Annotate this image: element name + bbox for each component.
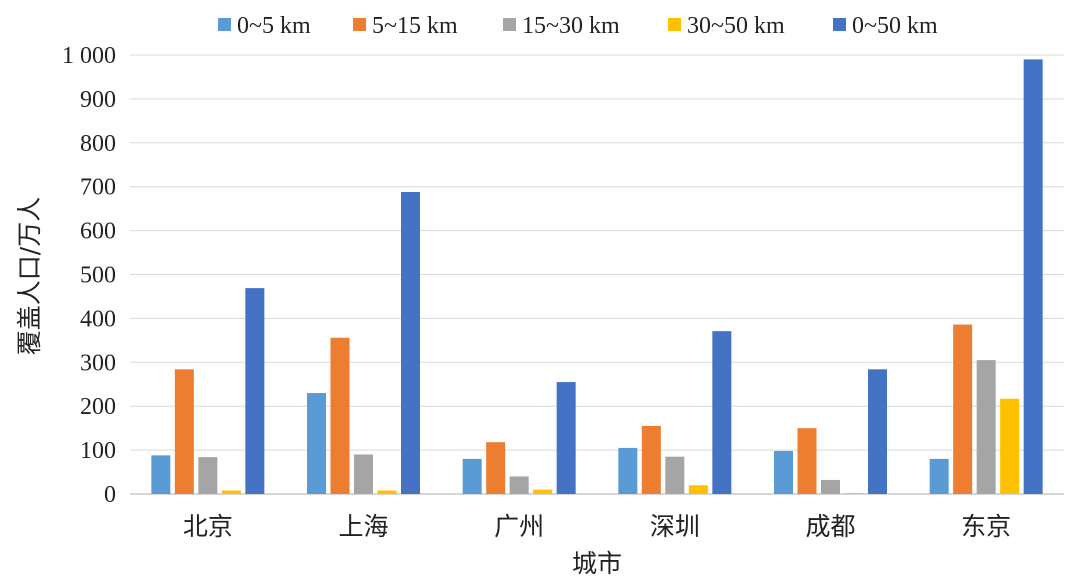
x-tick-label: 成都 xyxy=(805,512,855,541)
legend-label: 5~15 km xyxy=(372,13,458,39)
y-tick-label: 700 xyxy=(80,175,116,201)
y-tick-label: 400 xyxy=(80,306,116,332)
x-axis-ticks: 北京 上海 广州 深圳 成都 东京 xyxy=(183,512,1011,541)
x-tick-label: 上海 xyxy=(338,512,388,541)
bar xyxy=(929,458,949,494)
y-tick-label: 300 xyxy=(80,350,116,376)
bar xyxy=(797,428,817,494)
gridlines xyxy=(130,54,1064,495)
bar xyxy=(665,456,685,494)
bar xyxy=(844,493,864,494)
y-axis-title: 覆盖人口/万人 xyxy=(15,197,44,355)
x-axis-title: 城市 xyxy=(572,549,622,578)
bar xyxy=(641,425,661,494)
bar xyxy=(1023,59,1043,494)
bar xyxy=(618,447,638,494)
legend-label: 0~50 km xyxy=(852,13,938,39)
bar xyxy=(533,489,553,494)
bar xyxy=(509,476,529,494)
legend-swatch xyxy=(218,18,231,31)
legend-swatch xyxy=(833,18,846,31)
bar xyxy=(774,450,793,494)
bar xyxy=(953,324,973,494)
x-tick-label: 东京 xyxy=(961,512,1011,541)
y-tick-label: 500 xyxy=(80,263,116,289)
legend: 0~5 km 5~15 km 15~30 km 30~50 km 0~50 km xyxy=(218,13,938,39)
bar xyxy=(712,331,732,494)
bar xyxy=(556,382,576,494)
x-tick-label: 广州 xyxy=(494,512,544,541)
y-tick-label: 0 xyxy=(104,482,116,508)
bar xyxy=(688,485,708,494)
legend-swatch xyxy=(353,18,366,31)
bar xyxy=(151,455,171,494)
bar xyxy=(174,369,194,494)
bar xyxy=(868,369,887,494)
y-tick-label: 100 xyxy=(80,438,116,464)
y-tick-label: 600 xyxy=(80,219,116,245)
legend-swatch xyxy=(668,18,681,31)
bar xyxy=(821,479,840,494)
y-tick-label: 800 xyxy=(80,131,116,157)
legend-label: 30~50 km xyxy=(687,13,785,39)
bar xyxy=(354,454,373,494)
bar xyxy=(1000,398,1020,494)
bar xyxy=(198,457,218,494)
y-tick-label: 1 000 xyxy=(62,43,116,69)
legend-label: 0~5 km xyxy=(237,13,311,39)
bar xyxy=(307,393,326,494)
legend-label: 15~30 km xyxy=(522,13,620,39)
bar xyxy=(976,360,996,494)
bars xyxy=(151,59,1043,494)
bar xyxy=(401,191,420,494)
y-tick-label: 200 xyxy=(80,394,116,420)
y-axis-ticks: 0 100 200 300 400 500 600 700 800 900 1 000 xyxy=(62,43,116,508)
x-tick-label: 深圳 xyxy=(650,512,700,541)
bar xyxy=(486,442,506,494)
y-tick-label: 900 xyxy=(80,87,116,113)
bar xyxy=(330,337,350,494)
bar xyxy=(221,490,241,494)
bar xyxy=(245,288,265,494)
legend-swatch xyxy=(503,18,516,31)
bar xyxy=(377,490,397,494)
x-tick-label: 北京 xyxy=(183,512,233,541)
bar xyxy=(462,458,482,494)
